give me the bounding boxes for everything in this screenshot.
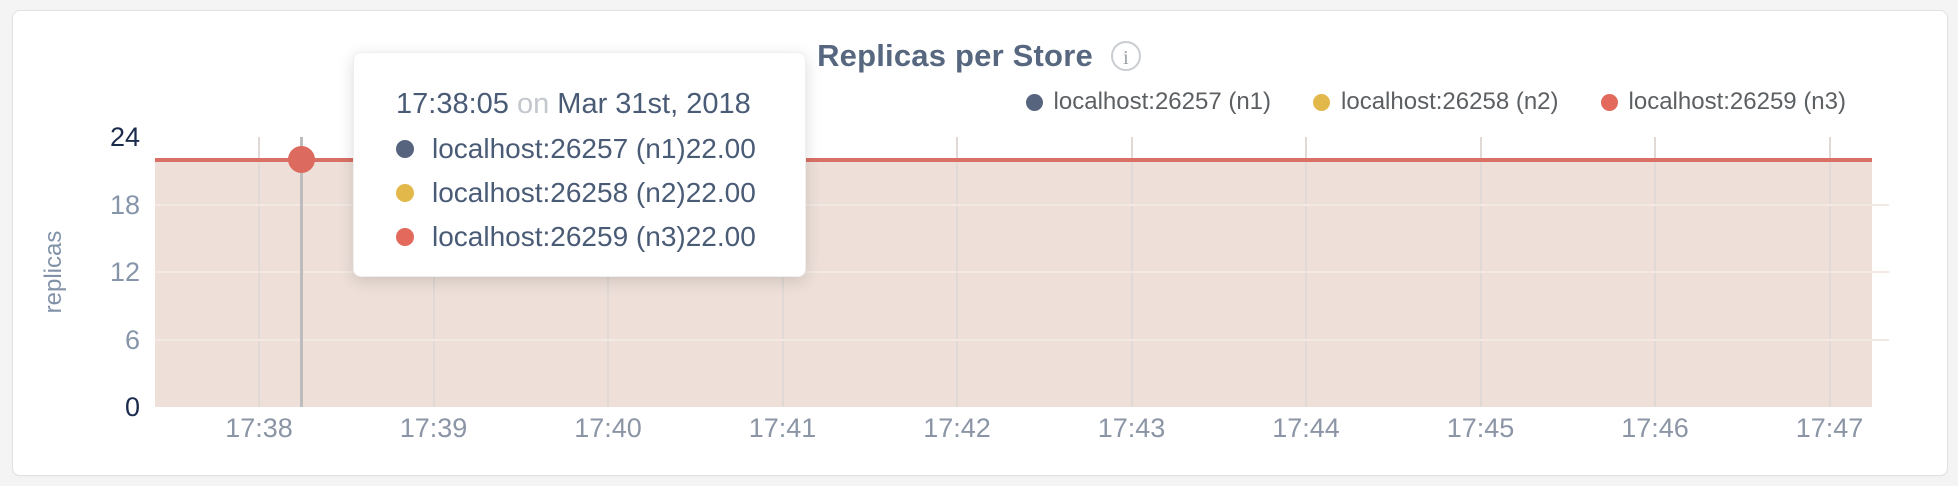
x-tick-label: 17:47 xyxy=(1795,413,1864,443)
x-tick-label: 17:44 xyxy=(1272,413,1340,443)
tooltip-date: Mar 31st, 2018 xyxy=(557,88,751,120)
x-tick-label: 17:40 xyxy=(574,413,642,443)
tooltip-row: localhost:26258 (n2) 22.00 xyxy=(396,171,756,215)
legend-item-n3[interactable]: localhost:26259 (n3) xyxy=(1600,88,1846,116)
hover-tooltip: 17:38:05 on Mar 31st, 2018 localhost:262… xyxy=(353,52,806,277)
tooltip-series-dot xyxy=(396,184,414,202)
tooltip-series-value: 22.00 xyxy=(685,177,756,208)
y-tick-label: 24 xyxy=(109,122,140,152)
y-tick-label: 6 xyxy=(124,324,140,355)
hover-crosshair-line xyxy=(300,137,303,407)
legend-item-n2[interactable]: localhost:26258 (n2) xyxy=(1313,88,1559,116)
hover-point-dot xyxy=(288,146,315,173)
gridline-horizontal xyxy=(155,271,1889,273)
tooltip-header: 17:38:05 on Mar 31st, 2018 xyxy=(396,87,805,121)
tooltip-row: localhost:26257 (n1) 22.00 xyxy=(396,127,756,171)
tooltip-series-dot xyxy=(396,140,414,158)
tooltip-series-label: localhost:26257 (n1) xyxy=(432,133,686,164)
legend-series-dot xyxy=(1025,93,1043,111)
chart-header: Replicas per Store i xyxy=(0,38,1958,74)
tooltip-series-dot xyxy=(396,228,414,246)
series-line xyxy=(155,158,1872,162)
tooltip-series-label: localhost:26258 (n2) xyxy=(432,177,686,208)
x-tick-label: 17:38 xyxy=(225,413,293,443)
y-tick-label: 0 xyxy=(124,392,140,422)
legend-series-dot xyxy=(1313,93,1331,111)
tooltip-rows: localhost:26257 (n1) 22.00 localhost:26258… xyxy=(396,127,756,259)
gridline-horizontal xyxy=(155,338,1889,341)
y-axis: 24 18 12 6 0 xyxy=(60,123,140,421)
legend: localhost:26257 (n1) localhost:26258 (n2)… xyxy=(1025,88,1846,116)
y-tick-label: 18 xyxy=(109,189,140,220)
x-axis: 17:38 17:39 17:40 17:41 17:42 17:43 17:44 17:45… xyxy=(155,414,1889,448)
x-tick-label: 17:41 xyxy=(748,413,817,443)
x-tick-label: 17:39 xyxy=(399,413,468,443)
legend-item-label: localhost:26258 (n2) xyxy=(1341,88,1559,115)
tooltip-row: localhost:26259 (n3) 22.00 xyxy=(396,215,756,259)
tooltip-time: 17:38:05 xyxy=(396,88,509,120)
legend-item-n1[interactable]: localhost:26257 (n1) xyxy=(1025,88,1272,116)
legend-item-label: localhost:26259 (n3) xyxy=(1628,88,1846,115)
legend-series-dot xyxy=(1600,93,1618,111)
tooltip-conjunction: on xyxy=(516,88,550,120)
x-tick-label: 17:42 xyxy=(923,413,991,443)
x-tick-label: 17:45 xyxy=(1446,413,1515,443)
y-tick-label: 12 xyxy=(109,257,140,287)
tooltip-series-value: 22.00 xyxy=(685,221,756,252)
tooltip-series-value: 22.00 xyxy=(685,133,756,164)
x-tick-label: 17:43 xyxy=(1097,413,1166,443)
x-tick-label: 17:46 xyxy=(1621,413,1689,443)
gridline-horizontal xyxy=(155,203,1889,206)
tooltip-series-label: localhost:26259 (n3) xyxy=(432,221,686,252)
info-icon[interactable]: i xyxy=(1110,41,1141,71)
legend-item-label: localhost:26257 (n1) xyxy=(1053,88,1272,115)
chart-title: Replicas per Store xyxy=(817,38,1093,73)
